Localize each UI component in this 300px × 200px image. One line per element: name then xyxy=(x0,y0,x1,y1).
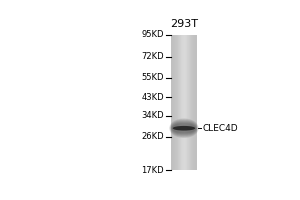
Bar xyxy=(185,35,186,170)
Bar xyxy=(196,35,197,170)
Bar xyxy=(189,35,190,170)
Bar xyxy=(183,35,184,170)
Bar xyxy=(190,35,191,170)
Bar xyxy=(187,35,188,170)
Text: CLEC4D: CLEC4D xyxy=(202,124,238,133)
Bar xyxy=(195,35,196,170)
Bar xyxy=(188,35,189,170)
Bar xyxy=(192,35,193,170)
Bar xyxy=(181,35,182,170)
Bar xyxy=(191,35,192,170)
Bar xyxy=(193,35,194,170)
Bar xyxy=(171,35,197,170)
Bar xyxy=(173,35,174,170)
Bar xyxy=(178,35,179,170)
Ellipse shape xyxy=(171,121,197,135)
Bar xyxy=(179,35,180,170)
Text: 34KD: 34KD xyxy=(142,111,164,120)
Bar xyxy=(182,35,183,170)
Text: 55KD: 55KD xyxy=(142,73,164,82)
Text: 43KD: 43KD xyxy=(142,93,164,102)
Text: 72KD: 72KD xyxy=(142,52,164,61)
Bar xyxy=(177,35,178,170)
Ellipse shape xyxy=(172,122,197,134)
Bar xyxy=(186,35,187,170)
Bar xyxy=(174,35,175,170)
Ellipse shape xyxy=(170,120,198,136)
Bar xyxy=(171,35,172,170)
Bar xyxy=(178,35,179,170)
Text: 293T: 293T xyxy=(170,19,198,29)
Ellipse shape xyxy=(172,123,196,133)
Bar xyxy=(194,35,195,170)
Bar xyxy=(172,35,173,170)
Text: 17KD: 17KD xyxy=(142,166,164,175)
Bar xyxy=(173,35,174,170)
Bar xyxy=(184,35,185,170)
Ellipse shape xyxy=(173,126,195,131)
Text: 95KD: 95KD xyxy=(142,30,164,39)
Bar xyxy=(172,35,173,170)
Ellipse shape xyxy=(169,118,199,138)
Bar xyxy=(175,35,176,170)
Ellipse shape xyxy=(170,119,198,137)
Text: 26KD: 26KD xyxy=(142,132,164,141)
Bar xyxy=(176,35,177,170)
Bar xyxy=(180,35,181,170)
